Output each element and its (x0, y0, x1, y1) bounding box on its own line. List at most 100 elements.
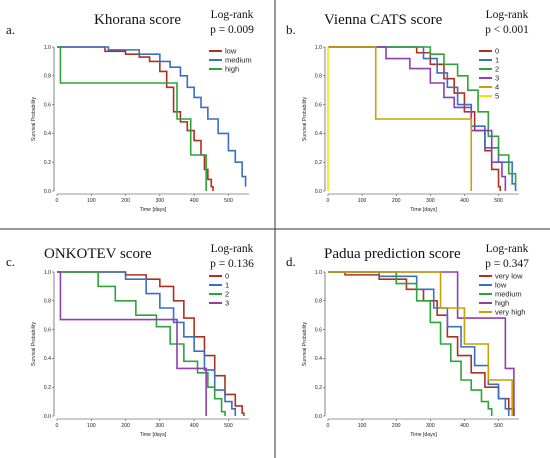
y-tick-label: 0.8 (44, 74, 51, 80)
x-tick-label: 100 (358, 423, 367, 429)
x-tick-label: 500 (494, 198, 503, 204)
x-tick-label: 0 (327, 198, 330, 204)
legend-label: low (225, 47, 237, 56)
series-line-medium (328, 271, 493, 416)
series-line-2 (57, 271, 226, 416)
x-tick-label: 500 (224, 198, 233, 204)
x-tick-label: 500 (224, 423, 233, 429)
x-tick-label: 300 (156, 198, 165, 204)
series-line-0 (57, 271, 245, 416)
legend-label: high (495, 299, 509, 308)
panel-b: b. Vienna CATS score Log-rank p < 0.001 … (286, 9, 529, 213)
p-value: p < 0.001 (485, 24, 529, 36)
y-tick-label: 0.0 (315, 414, 322, 420)
y-tick-label: 0.0 (315, 189, 322, 195)
logrank-label: Log-rank (486, 9, 529, 21)
legend-label: medium (225, 56, 252, 65)
y-tick-label: 0.2 (315, 385, 322, 391)
legend-label: 3 (495, 74, 499, 83)
y-tick-label: 0.2 (44, 160, 51, 166)
plot-area: 0.0 0.2 0.4 0.6 0.8 1.0 0 100 200 300 400 500 Time [… (31, 270, 249, 438)
x-tick-label: 200 (392, 198, 401, 204)
legend-label: very low (495, 272, 523, 281)
y-tick-label: 0.6 (315, 327, 322, 333)
x-tick-label: 400 (460, 423, 469, 429)
panel-title: ONKOTEV score (44, 246, 152, 262)
legend-label: 4 (495, 83, 499, 92)
x-tick-label: 100 (87, 423, 96, 429)
x-tick-label: 0 (56, 423, 59, 429)
series-line-3 (57, 271, 207, 416)
y-tick-label: 0.4 (315, 356, 322, 362)
legend-label: 2 (225, 290, 229, 299)
y-tick-label: 0.8 (315, 299, 322, 305)
y-tick-label: 0.0 (44, 189, 51, 195)
legend-label: high (225, 65, 239, 74)
x-tick-label: 200 (392, 423, 401, 429)
panel-label: c. (6, 254, 15, 269)
legend-label: 1 (225, 281, 229, 290)
panel-d: d. Padua prediction score Log-rank p = 0… (286, 243, 529, 438)
series-line-4 (328, 46, 473, 191)
x-tick-label: 300 (426, 423, 435, 429)
y-tick-label: 0.6 (44, 327, 51, 333)
y-tick-label: 1.0 (315, 45, 322, 51)
legend-label: 2 (495, 65, 499, 74)
panel-label: a. (6, 22, 15, 37)
plot-area: 0.0 0.2 0.4 0.6 0.8 1.0 0 100 200 300 400 500 Time [… (31, 45, 252, 213)
x-axis-label: Time [days] (410, 432, 437, 438)
x-tick-label: 400 (190, 423, 199, 429)
y-axis-label: Survival Probability (302, 322, 308, 367)
series-line-medium (57, 46, 247, 187)
legend-label: very high (495, 308, 525, 317)
y-tick-label: 1.0 (315, 270, 322, 276)
legend-label: 3 (225, 299, 229, 308)
x-tick-label: 100 (358, 198, 367, 204)
panel-a: a. Khorana score Log-rank p = 0.009 0.00… (6, 9, 254, 213)
y-axis-label: Survival Probability (31, 322, 37, 367)
y-axis-label: Survival Probability (302, 97, 308, 142)
legend-label: low (495, 281, 507, 290)
logrank-label: Log-rank (211, 9, 254, 21)
series-line-1 (57, 271, 237, 416)
logrank-label: Log-rank (211, 243, 254, 255)
x-tick-label: 100 (87, 198, 96, 204)
x-axis-label: Time [days] (140, 432, 167, 438)
y-tick-label: 0.6 (44, 102, 51, 108)
p-value: p = 0.136 (210, 258, 254, 270)
series-line-3 (328, 46, 507, 191)
x-tick-label: 400 (460, 198, 469, 204)
x-tick-label: 0 (56, 198, 59, 204)
p-value: p = 0.347 (485, 258, 529, 270)
series-line-low (328, 271, 510, 416)
x-tick-label: 0 (327, 423, 330, 429)
y-tick-label: 0.2 (315, 160, 322, 166)
legend-label: 5 (495, 92, 499, 101)
plot-area: 0.0 0.2 0.4 0.6 0.8 1.0 0 100 200 300 400 500 Time [… (302, 45, 519, 213)
x-axis-label: Time [days] (410, 207, 437, 213)
y-axis-label: Survival Probability (31, 97, 37, 142)
x-tick-label: 500 (494, 423, 503, 429)
legend-label: 1 (495, 56, 499, 65)
legend-label: medium (495, 290, 522, 299)
y-tick-label: 0.6 (315, 102, 322, 108)
x-tick-label: 200 (121, 198, 130, 204)
y-tick-label: 1.0 (44, 270, 51, 276)
y-tick-label: 0.8 (315, 74, 322, 80)
x-tick-label: 300 (156, 423, 165, 429)
panel-label: b. (286, 22, 296, 37)
x-tick-label: 400 (190, 198, 199, 204)
y-tick-label: 0.2 (44, 385, 51, 391)
y-tick-label: 0.4 (315, 131, 322, 137)
panel-title: Khorana score (94, 12, 181, 28)
y-tick-label: 0.4 (44, 131, 51, 137)
panel-title: Padua prediction score (324, 246, 461, 262)
plot-area: 0.0 0.2 0.4 0.6 0.8 1.0 0 100 200 300 400 500 Time [… (302, 270, 525, 438)
series-line-high (328, 271, 515, 416)
x-axis-label: Time [days] (140, 207, 167, 213)
series-line-high (57, 46, 207, 191)
legend-label: 0 (225, 272, 229, 281)
x-tick-label: 200 (121, 423, 130, 429)
legend-label: 0 (495, 47, 499, 56)
